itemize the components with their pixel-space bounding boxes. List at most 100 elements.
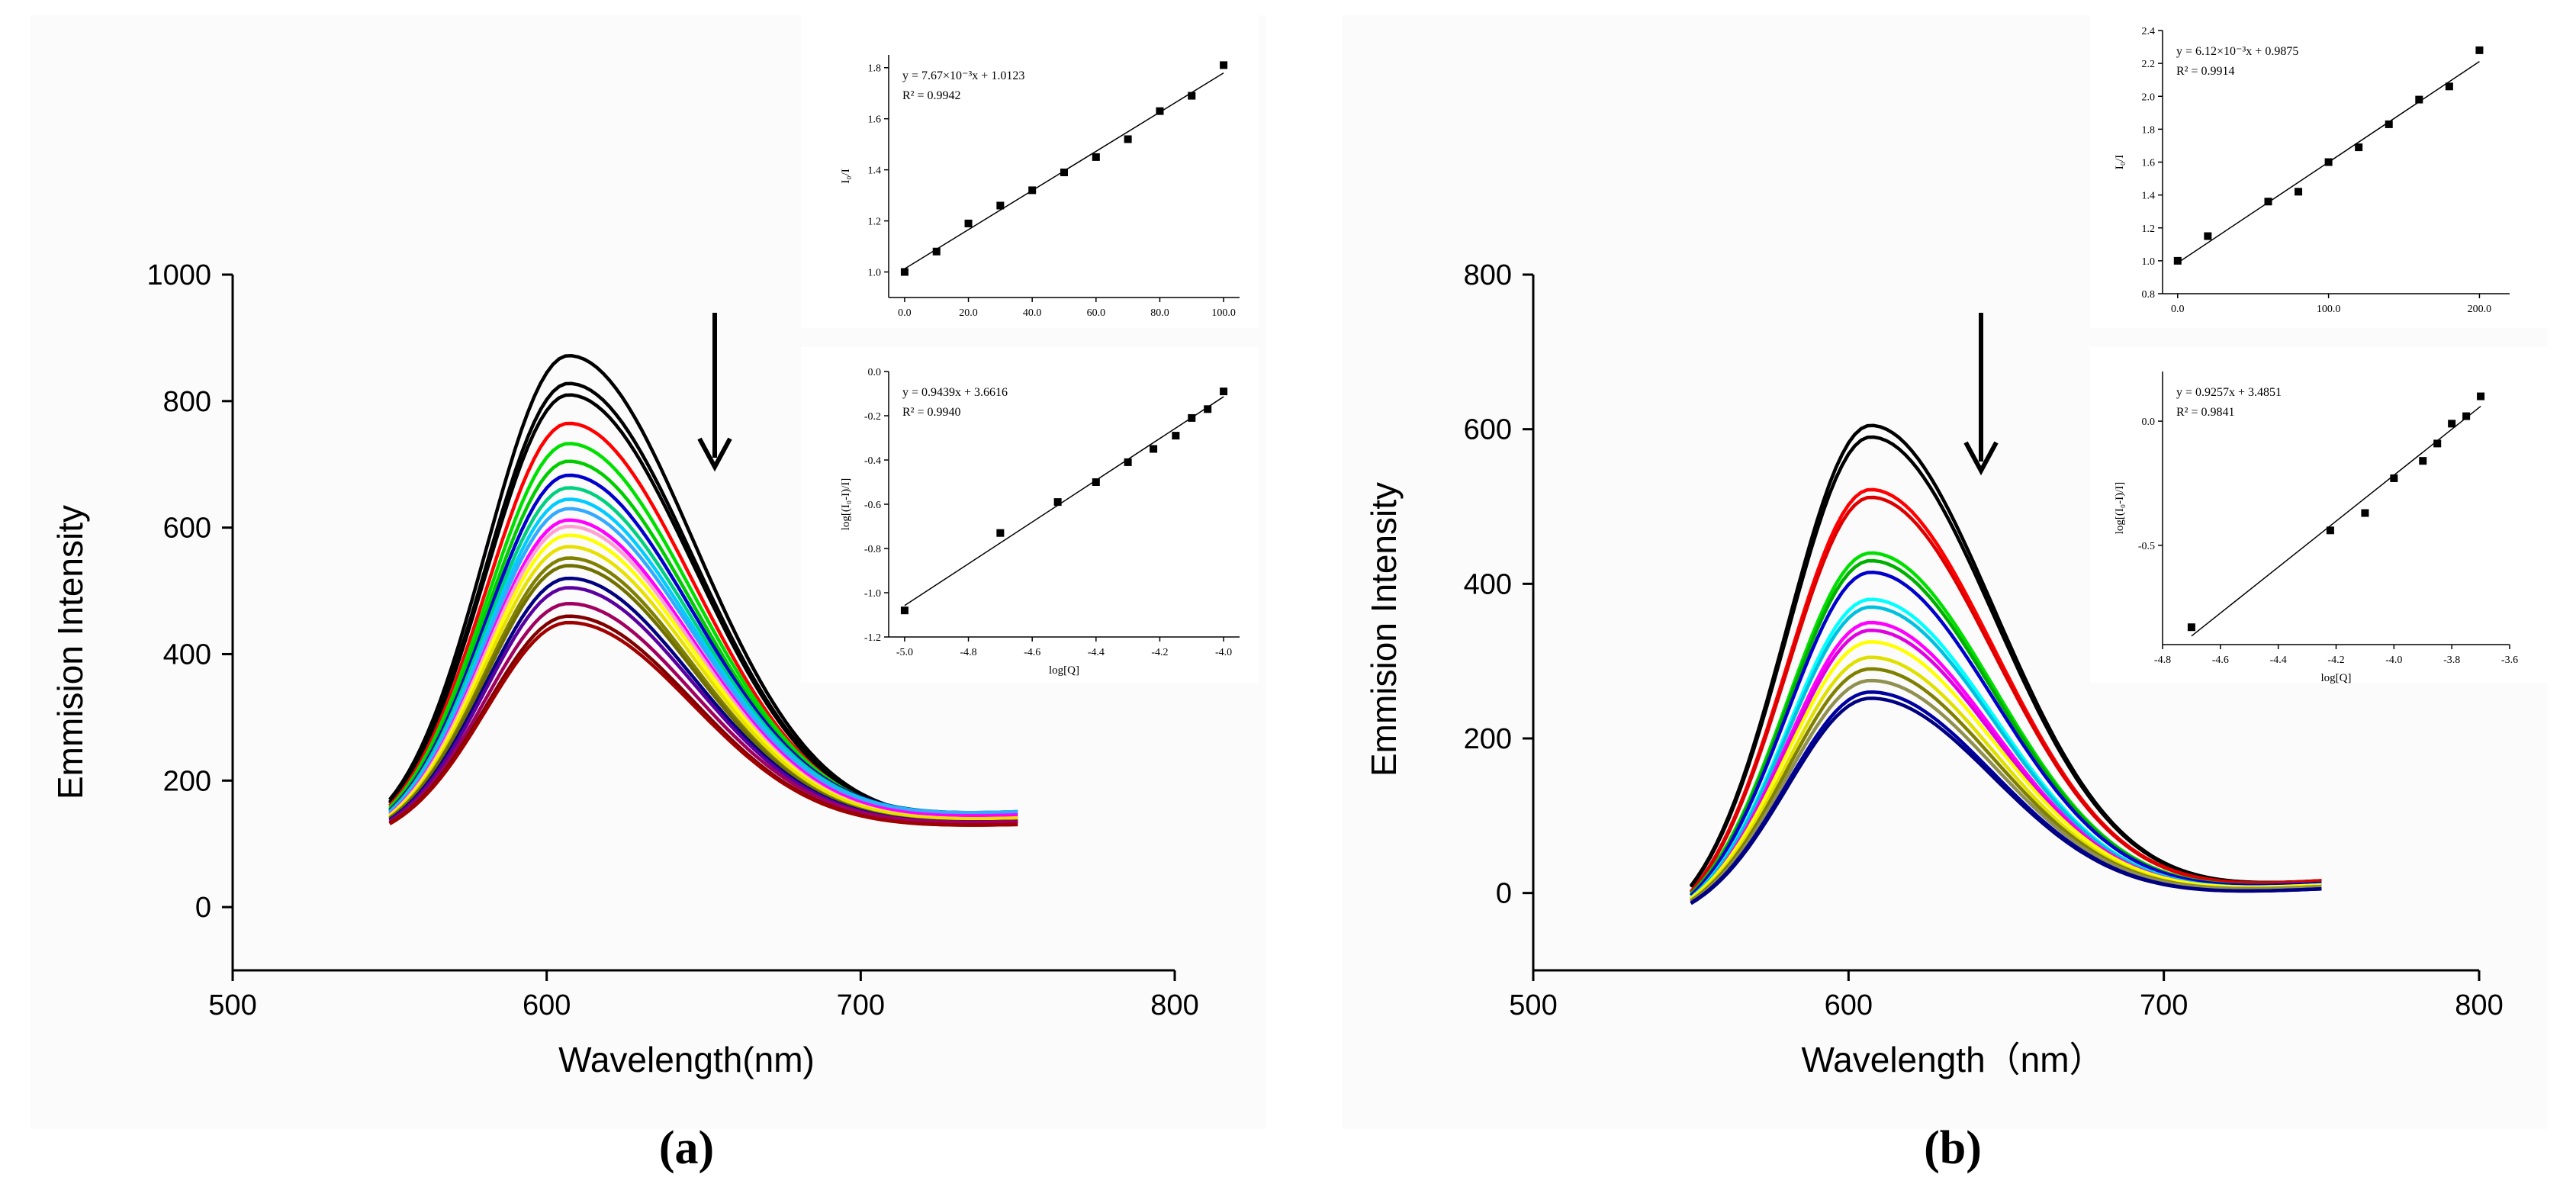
inset-y-tick-label: -1.2: [864, 632, 881, 644]
inset-data-point: [2355, 143, 2363, 152]
panel-a-inset-top: 0.0 20.0 40.0 60.0 80.0 100.0 1.0 1.2 1.4 1.6 1.8 y…: [801, 15, 1259, 328]
inset-x-tick-label: -4.8: [2154, 655, 2171, 666]
inset-y-tick-label: 1.4: [868, 166, 882, 177]
inset-data-point: [2187, 623, 2195, 632]
panel-b-x-axis-label: Wavelength（nm）: [1801, 1040, 2104, 1079]
inset-x-tick-label: 80.0: [1150, 307, 1169, 319]
x-tick-label: 800: [2455, 989, 2503, 1021]
inset-x-tick-label: -4.4: [2270, 655, 2287, 666]
inset-x-tick-label: -5.0: [896, 647, 913, 658]
inset-data-point: [1092, 153, 1100, 161]
inset-x-tick-label: -4.2: [2327, 655, 2344, 666]
panel-a-inset-top-background: [801, 15, 1259, 328]
inset-x-tick-label: 100.0: [1211, 307, 1236, 319]
inset-y-axis-label: log[(I₀-I)/I]: [2114, 482, 2126, 535]
panel-a-label: (a): [659, 1122, 714, 1174]
inset-data-point: [996, 529, 1005, 537]
panel-a-down-arrow: [697, 313, 732, 472]
inset-data-point: [932, 247, 941, 256]
inset-r-squared: R² = 0.9841: [2176, 406, 2235, 419]
inset-x-tick-label: -3.8: [2443, 655, 2460, 666]
inset-data-point: [964, 219, 973, 227]
inset-data-point: [1220, 61, 1228, 69]
inset-y-axis-label: I₀/I: [2114, 155, 2126, 169]
inset-y-tick-label: 0.0: [2142, 417, 2156, 428]
y-tick-label: 400: [163, 638, 211, 671]
x-tick-label: 600: [523, 989, 571, 1021]
panel-b-inset-bottom-background: [2090, 347, 2548, 683]
inset-data-point: [1060, 168, 1068, 176]
y-tick-label: 600: [1464, 414, 1512, 446]
inset-data-point: [1204, 405, 1212, 413]
inset-data-point: [2475, 46, 2484, 54]
inset-fit-line: [904, 396, 1224, 606]
x-tick-label: 500: [1509, 989, 1557, 1021]
inset-data-point: [1028, 186, 1037, 195]
inset-y-tick-label: -0.4: [864, 455, 881, 467]
inset-y-tick-label: -0.6: [864, 500, 881, 511]
inset-y-tick-label: -1.0: [864, 588, 881, 600]
emission-curve-s19: [388, 601, 1018, 824]
panel-a-main-plot: 500 600 700 800 0 200 400 600 800 1000: [146, 259, 1198, 1021]
panel-a-y-axis-label: Emmision Intensity: [50, 505, 90, 799]
inset-data-point: [1150, 445, 1158, 453]
inset-y-tick-label: 1.0: [2142, 256, 2156, 268]
inset-data-point: [2477, 392, 2485, 400]
panel-b-down-arrow: [1963, 313, 1999, 476]
inset-data-point: [2173, 256, 2182, 265]
inset-data-point: [1172, 432, 1180, 440]
x-tick-label: 700: [837, 989, 885, 1021]
inset-fit-equation: y = 7.67×10⁻³x + 1.0123: [902, 69, 1024, 82]
inset-x-tick-label: -4.4: [1088, 647, 1105, 658]
inset-data-point: [2415, 95, 2423, 104]
y-tick-label: 200: [1464, 723, 1512, 755]
inset-y-tick-label: 1.4: [2142, 191, 2156, 202]
inset-x-tick-label: 0.0: [898, 307, 912, 319]
emission-curve-s10: [388, 507, 1018, 815]
panel-a-x-axis-label: Wavelength(nm): [558, 1040, 815, 1079]
inset-y-tick-label: -0.8: [864, 544, 881, 555]
inset-data-point: [900, 268, 909, 276]
inset-x-tick-label: -4.0: [2385, 655, 2402, 666]
y-tick-label: 1000: [146, 259, 211, 291]
panel-a: 500 600 700 800 0 200 400 600 800 1000 Wavelength…: [31, 15, 1266, 1174]
inset-y-axis-label: log[(I₀-I)/I]: [840, 478, 852, 531]
inset-data-point: [1092, 478, 1100, 486]
inset-data-point: [2419, 457, 2427, 465]
inset-r-squared: R² = 0.9914: [2176, 65, 2235, 78]
panel-b-inset-top: 0.0 100.0 200.0 0.8 1.0 1.2 1.4 1.6 1.8 2.0 2.2 2.4…: [2090, 15, 2548, 328]
inset-data-point: [2326, 526, 2334, 535]
inset-data-point: [2361, 509, 2369, 517]
panel-a-inset-bottom-background: [801, 347, 1259, 683]
inset-x-tick-label: -4.2: [1151, 647, 1168, 658]
inset-y-tick-label: 1.8: [2142, 124, 2156, 136]
inset-data-point: [1188, 92, 1196, 100]
x-tick-label: 800: [1150, 989, 1198, 1021]
inset-x-tick-label: -4.8: [960, 647, 976, 658]
inset-data-point: [900, 606, 909, 615]
inset-y-tick-label: 0.0: [868, 367, 882, 378]
inset-x-tick-label: 200.0: [2468, 304, 2492, 315]
inset-data-point: [2295, 188, 2303, 196]
inset-data-point: [996, 201, 1005, 210]
inset-data-point: [1220, 388, 1228, 396]
inset-y-tick-label: 1.2: [2142, 224, 2156, 235]
inset-fit-line: [2191, 405, 2481, 637]
inset-y-tick-label: 2.2: [2142, 59, 2156, 70]
inset-data-point: [1156, 107, 1164, 115]
y-tick-label: 0: [1496, 878, 1512, 910]
y-tick-label: 400: [1464, 568, 1512, 600]
y-tick-label: 200: [163, 765, 211, 797]
inset-y-tick-label: -0.2: [864, 411, 881, 423]
inset-x-axis-label: log[Q]: [1049, 664, 1079, 677]
emission-curve-s21: [388, 620, 1018, 827]
inset-y-tick-label: 2.4: [2142, 26, 2156, 37]
inset-r-squared: R² = 0.9942: [902, 89, 961, 102]
x-tick-label: 500: [208, 989, 256, 1021]
y-tick-label: 600: [163, 513, 211, 545]
inset-x-tick-label: 100.0: [2317, 304, 2341, 315]
inset-data-point: [2448, 420, 2456, 428]
inset-y-tick-label: -0.5: [2138, 541, 2155, 552]
inset-y-tick-label: 1.0: [868, 268, 882, 279]
